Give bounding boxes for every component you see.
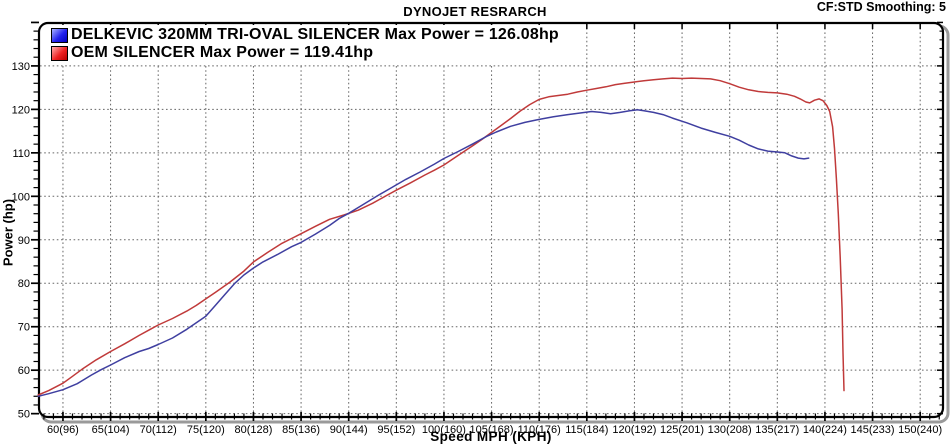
x-tick-label: 145(233) (851, 424, 895, 436)
x-tick-label: 95(152) (377, 424, 415, 436)
y-tick-label: 120 (12, 104, 30, 116)
x-tick-label: 65(104) (92, 424, 130, 436)
x-tick-label: 140(224) (803, 424, 847, 436)
y-tick-label: 100 (12, 191, 30, 203)
chart-title: DYNOJET RESRARCH (403, 4, 547, 19)
legend-label-oem: OEM SILENCER Max Power = 119.41hp (71, 44, 374, 61)
x-tick-label: 70(112) (140, 424, 177, 436)
x-tick-label: 60(96) (47, 424, 79, 436)
plot-background (39, 23, 943, 417)
x-tick-label: 80(128) (234, 424, 272, 436)
smoothing-status: CF:STD Smoothing: 5 (816, 0, 946, 14)
x-tick-label: 150(240) (898, 424, 942, 436)
x-tick-label: 110(176) (518, 424, 561, 436)
legend: DELKEVIC 320MM TRI-OVAL SILENCER Max Pow… (45, 25, 565, 64)
x-tick-label: 100(160) (422, 424, 466, 436)
legend-label-delkevic: DELKEVIC 320MM TRI-OVAL SILENCER Max Pow… (71, 26, 559, 43)
y-tick-label: 50 (18, 409, 30, 421)
oem-swatch-icon (51, 45, 68, 61)
delkevic-swatch-icon (51, 27, 68, 43)
oem-power-curve (37, 109, 810, 398)
x-tick-label: 125(201) (660, 424, 704, 436)
legend-row-delkevic: DELKEVIC 320MM TRI-OVAL SILENCER Max Pow… (51, 26, 559, 44)
y-tick-label: 130 (12, 61, 30, 73)
delkevic-power-curve (37, 77, 845, 396)
y-tick-label: 60 (18, 365, 30, 377)
x-tick-label: 115(184) (565, 424, 608, 436)
x-tick-label: 85(136) (282, 424, 320, 436)
legend-row-oem: OEM SILENCER Max Power = 119.41hp (51, 44, 559, 62)
y-tick-label: 110 (12, 148, 30, 160)
x-tick-label: 90(144) (330, 424, 368, 436)
y-tick-label: 70 (18, 322, 30, 334)
y-tick-label: 80 (18, 278, 30, 290)
y-axis-title: Power (hp) (0, 198, 16, 267)
x-tick-label: 105(168) (470, 424, 514, 436)
x-tick-label: 120(192) (612, 424, 656, 436)
x-tick-label: 130(208) (708, 424, 752, 436)
x-axis-title: Speed MPH (KPH) (430, 429, 552, 444)
x-tick-label: 135(217) (755, 424, 799, 436)
y-tick-label: 90 (18, 235, 30, 247)
x-tick-label: 75(120) (187, 424, 225, 436)
